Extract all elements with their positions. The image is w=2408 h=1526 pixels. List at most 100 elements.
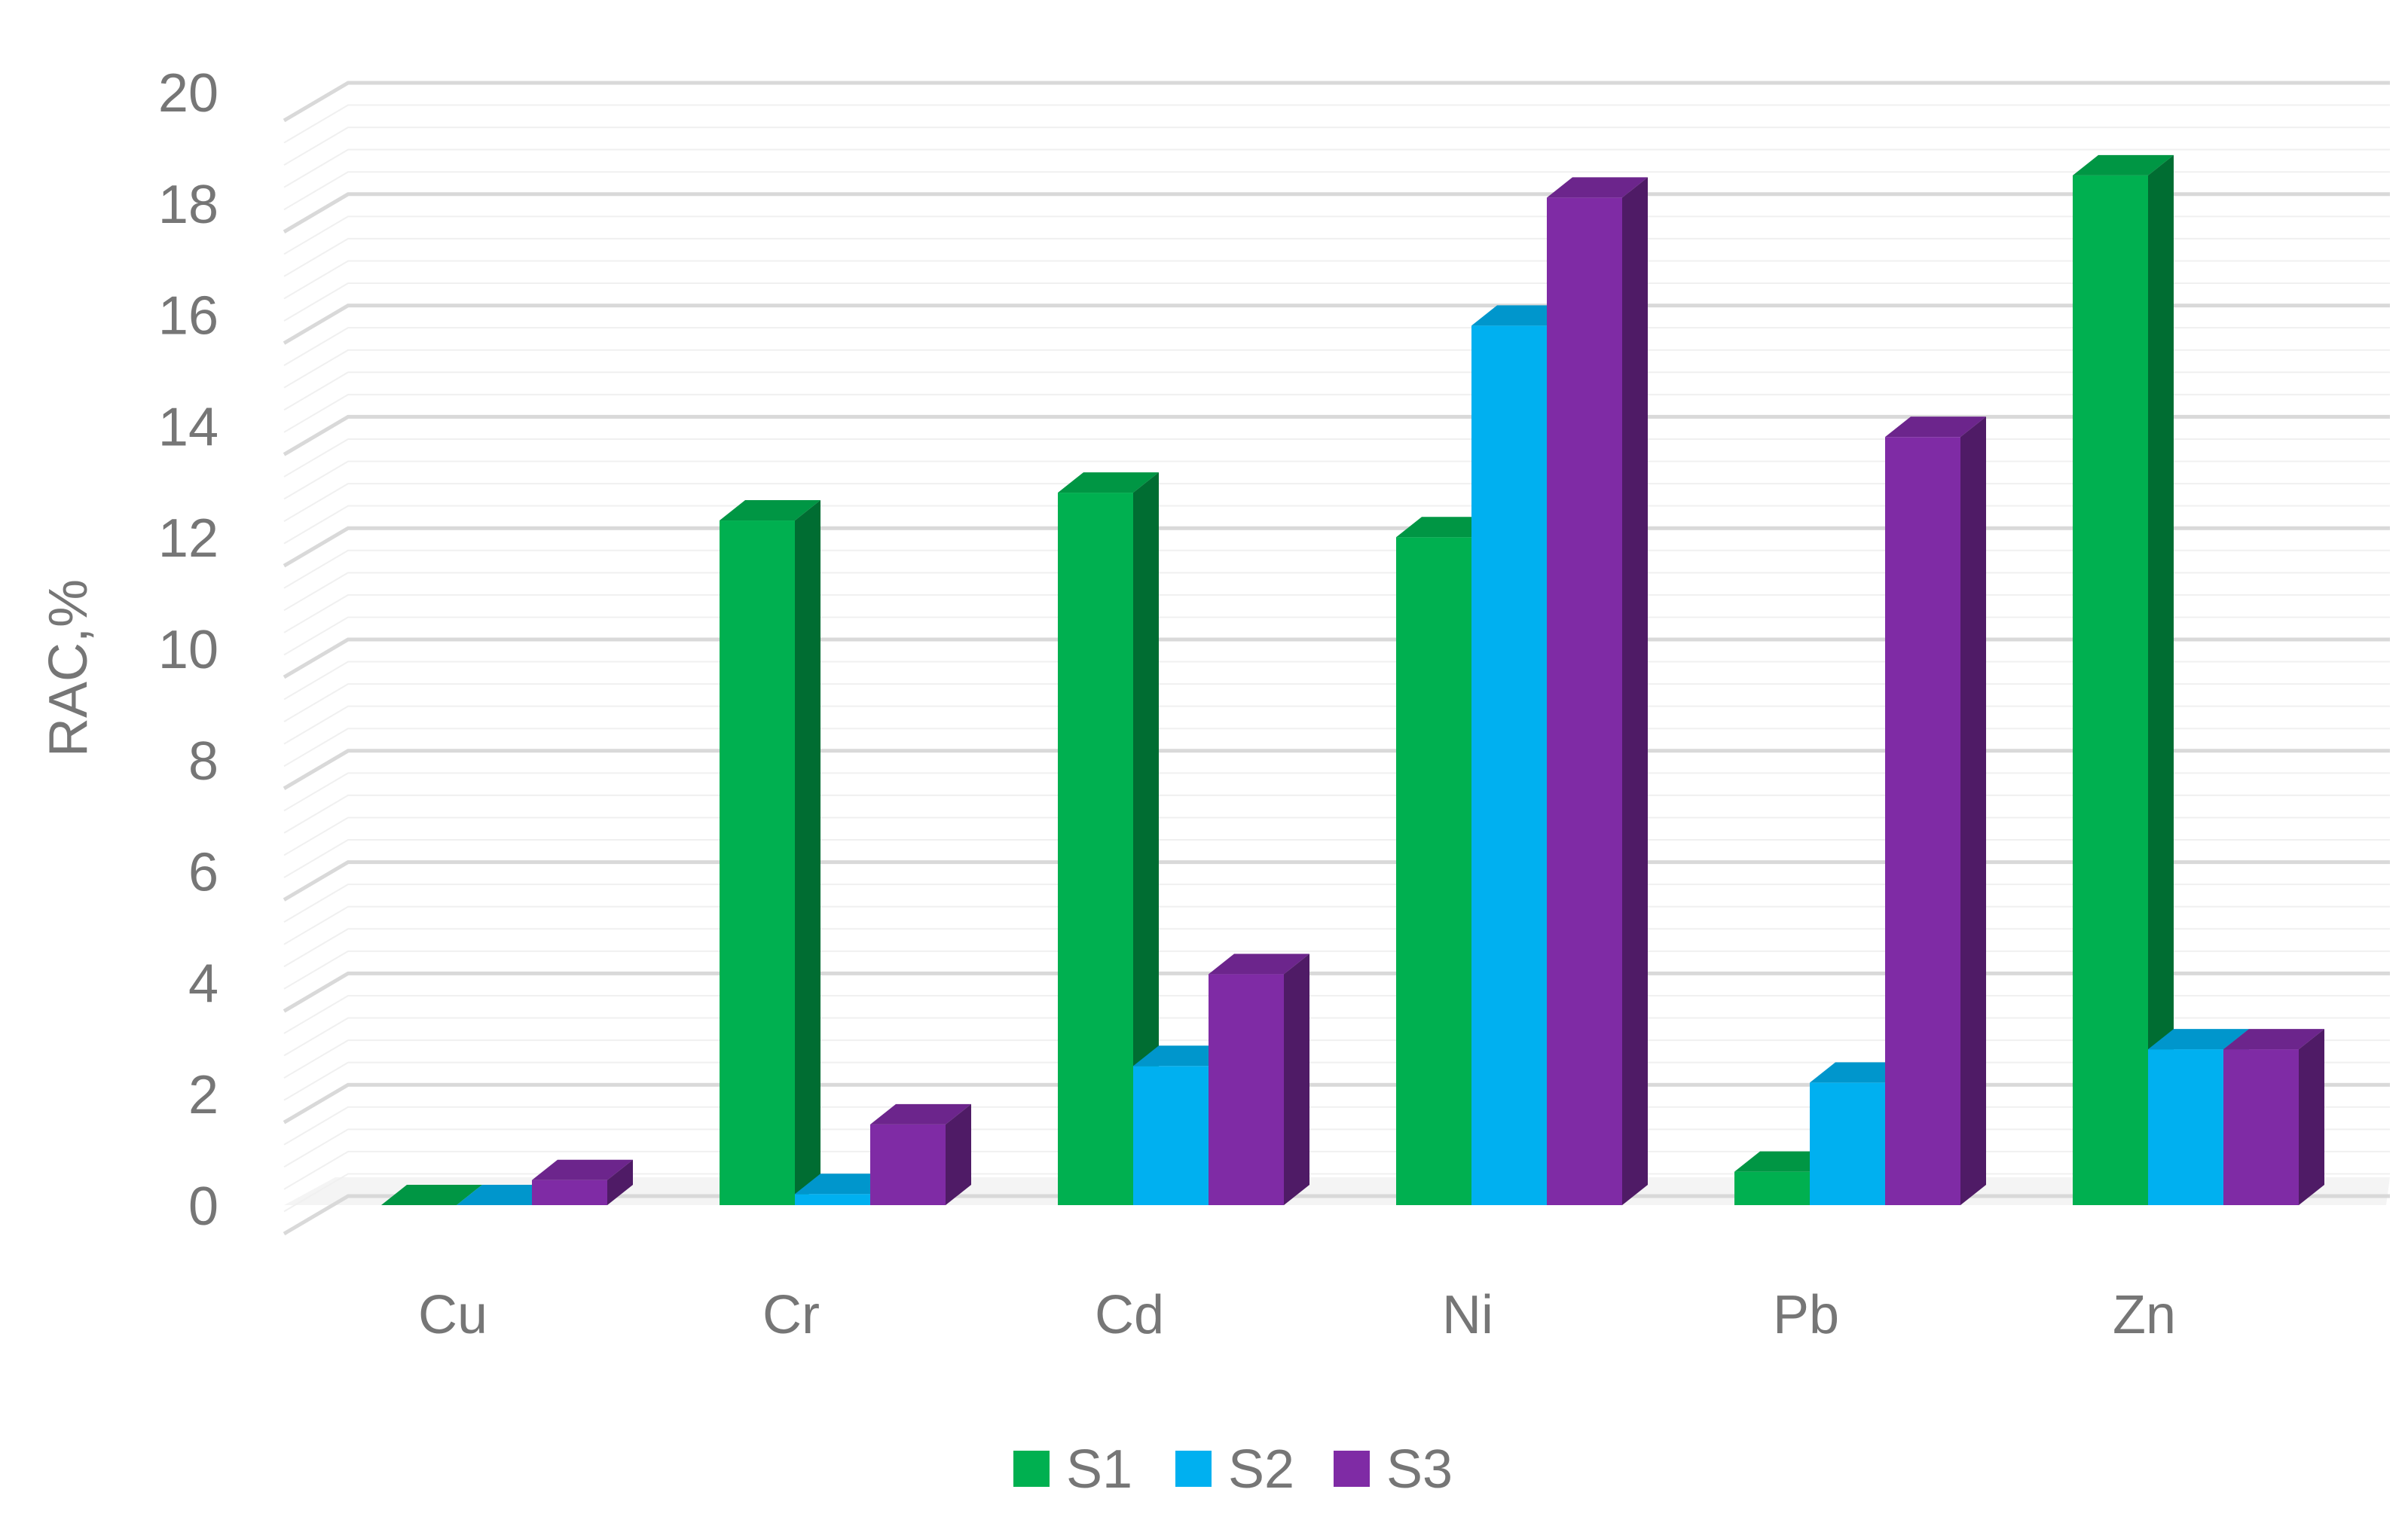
bar <box>1209 954 1309 1205</box>
bar-side-face <box>1133 472 1159 1205</box>
bar-side-face <box>1284 954 1309 1205</box>
y-tick-label: 10 <box>158 620 218 680</box>
bar <box>2223 1029 2324 1205</box>
legend-label: S1 <box>1066 1439 1132 1500</box>
minor-gridline <box>283 705 2390 745</box>
legend-swatch <box>1334 1451 1370 1487</box>
x-tick-label: Cr <box>762 1285 820 1345</box>
bar-top-face <box>1547 177 1648 198</box>
minor-gridline <box>283 171 2390 211</box>
bar-front-face <box>2223 1049 2299 1205</box>
minor-gridline <box>283 1128 2390 1168</box>
minor-gridline <box>283 237 2390 277</box>
bar-top-face <box>870 1103 971 1125</box>
y-tick-label: 18 <box>158 175 218 235</box>
bar-top-face <box>381 1185 482 1205</box>
major-gridline <box>283 637 2390 679</box>
minor-gridline <box>283 148 2390 188</box>
y-axis-ticks: 0 2 4 6 8 10 12 14 16 18 20 <box>158 63 218 1237</box>
bar-side-face <box>1960 417 1986 1206</box>
major-gridline <box>283 192 2390 233</box>
minor-gridline <box>283 839 2390 878</box>
bar-front-face <box>1734 1171 1810 1205</box>
minor-gridline <box>283 104 2390 144</box>
y-tick-label: 8 <box>188 731 218 792</box>
bar-side-face <box>795 500 820 1205</box>
bar <box>1885 417 1986 1206</box>
minor-gridline <box>283 794 2390 834</box>
minor-gridline <box>283 1061 2390 1101</box>
minor-gridline <box>283 438 2390 478</box>
minor-gridline <box>283 505 2390 545</box>
major-gridline <box>283 526 2390 568</box>
x-tick-label: Cu <box>418 1285 487 1345</box>
bar-top-face <box>2073 154 2174 175</box>
y-tick-label: 4 <box>188 954 218 1014</box>
minor-gridline <box>283 905 2390 945</box>
bar-side-face <box>2299 1029 2324 1205</box>
bar-front-face <box>870 1124 946 1205</box>
legend-item: S3 <box>1334 1439 1453 1500</box>
minor-gridline <box>283 215 2390 255</box>
bar-front-face <box>1058 493 1133 1205</box>
legend-swatch <box>1013 1451 1050 1487</box>
y-axis-title: RAC,% <box>38 579 99 757</box>
minor-gridline <box>283 127 2390 166</box>
bars <box>381 154 2324 1206</box>
minor-gridline <box>283 1173 2390 1213</box>
y-tick-label: 16 <box>158 286 218 346</box>
legend-swatch <box>1175 1451 1212 1487</box>
bar-top-face <box>1885 417 1986 438</box>
minor-gridline <box>283 260 2390 300</box>
x-axis-ticks: Cu Cr Cd Ni Pb Zn <box>418 1285 2176 1345</box>
bar-front-face <box>1547 197 1622 1205</box>
bar-front-face <box>1209 974 1284 1205</box>
minor-gridline <box>283 483 2390 522</box>
bar <box>381 1185 482 1205</box>
major-gridline <box>283 414 2390 456</box>
bar <box>1547 177 1648 1205</box>
bar-front-face <box>720 520 795 1205</box>
legend-label: S3 <box>1386 1439 1453 1500</box>
y-tick-label: 6 <box>188 843 218 903</box>
minor-gridline <box>283 1017 2390 1057</box>
minor-gridline <box>283 1106 2390 1146</box>
minor-gridline <box>283 616 2390 656</box>
y-tick-label: 14 <box>158 397 218 457</box>
minor-gridline <box>283 371 2390 411</box>
bar-top-face <box>532 1159 633 1180</box>
bar-front-face <box>2148 1049 2223 1205</box>
y-tick-label: 12 <box>158 508 218 569</box>
bar-top-face <box>2148 1029 2249 1050</box>
legend-label: S2 <box>1228 1439 1294 1500</box>
major-gridline <box>283 1082 2390 1125</box>
minor-gridline <box>283 884 2390 923</box>
x-tick-label: Cd <box>1095 1285 1164 1345</box>
minor-gridline <box>283 393 2390 433</box>
minor-gridline <box>283 661 2390 700</box>
x-tick-label: Ni <box>1442 1285 1493 1345</box>
minor-gridline <box>283 1150 2390 1190</box>
minor-gridline <box>283 683 2390 722</box>
bar-side-face <box>946 1103 971 1205</box>
bar <box>532 1159 633 1205</box>
bar-front-face <box>2073 175 2148 1206</box>
bar-top-face <box>1058 472 1159 493</box>
bar-side-face <box>1622 177 1648 1205</box>
bar-top-face <box>1209 954 1309 975</box>
minor-gridline <box>283 950 2390 990</box>
minor-gridline <box>283 594 2390 633</box>
bar <box>720 500 820 1205</box>
minor-gridline <box>283 928 2390 968</box>
bar-side-face <box>2148 154 2174 1206</box>
major-gridline <box>283 1194 2390 1236</box>
minor-gridline <box>283 816 2390 856</box>
minor-gridline <box>283 728 2390 768</box>
bar-front-face <box>532 1180 607 1205</box>
x-tick-label: Zn <box>2113 1285 2176 1345</box>
major-gridline <box>283 749 2390 790</box>
minor-gridline <box>283 327 2390 367</box>
bar-top-face <box>2223 1029 2324 1050</box>
y-tick-label: 2 <box>188 1065 218 1125</box>
